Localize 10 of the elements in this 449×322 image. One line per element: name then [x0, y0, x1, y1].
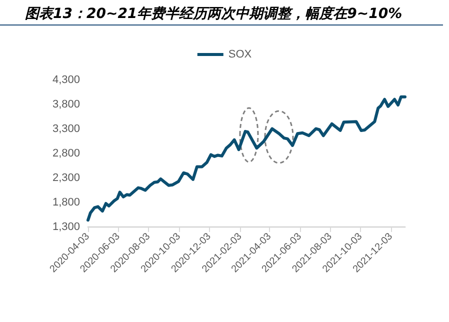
line-series [86, 95, 406, 222]
legend-label: SOX [228, 48, 252, 60]
y-tick-label: 3,300 [52, 123, 80, 135]
y-tick-label: 3,800 [52, 98, 80, 110]
chart-title: 图表13：20~21年费半经历两次中期调整，幅度在9~10% [25, 5, 402, 22]
y-tick-label: 4,300 [52, 74, 80, 86]
y-tick-label: 2,300 [52, 172, 80, 184]
y-tick-label: 1,300 [52, 221, 80, 233]
y-tick-label: 2,800 [52, 148, 80, 160]
y-tick-label: 1,800 [52, 196, 80, 208]
